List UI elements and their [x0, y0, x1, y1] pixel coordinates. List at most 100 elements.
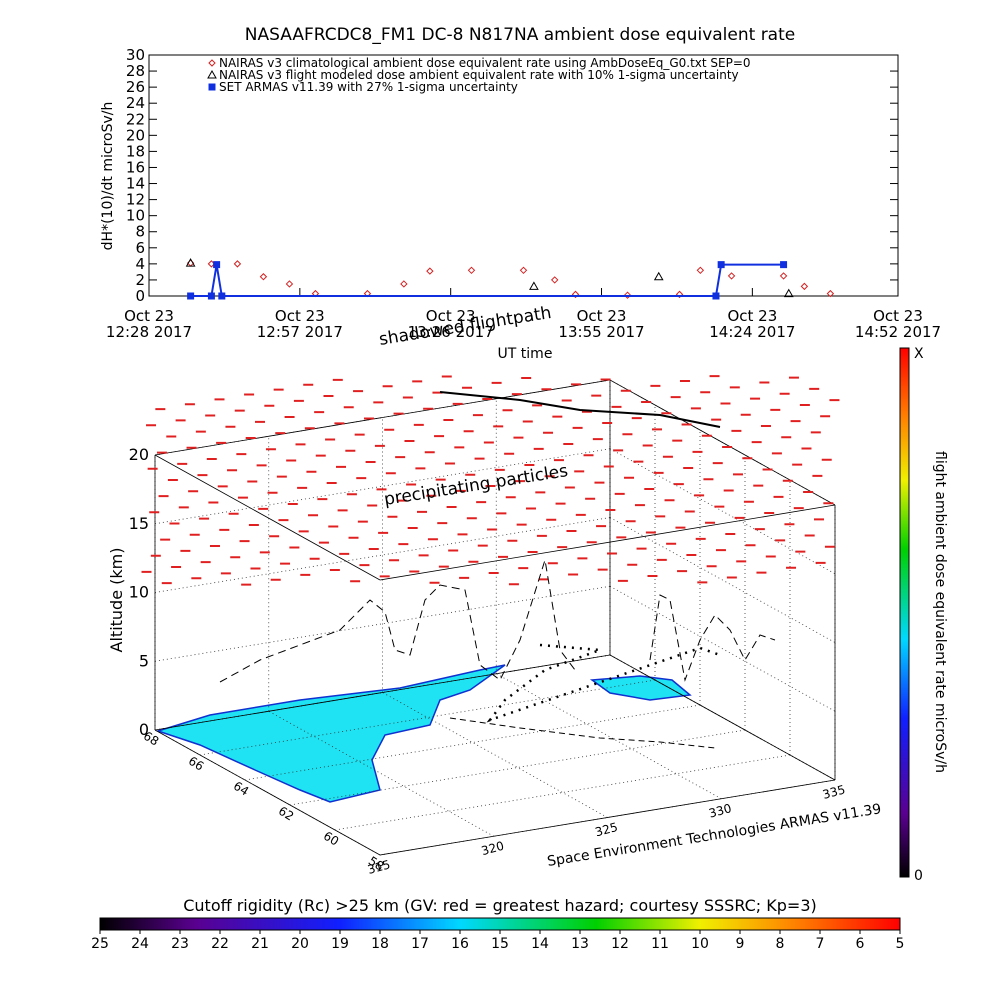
- lat-tick-label: 68: [141, 729, 161, 749]
- data-point: [285, 280, 294, 288]
- z-axis-label: Altitude (km): [107, 548, 126, 653]
- lon-tick-label: 315: [366, 857, 392, 876]
- box-edge: [609, 654, 836, 781]
- x-tick-label: Oct 23 12:28 2017: [105, 307, 193, 341]
- colorbar-min-label: 0: [914, 868, 923, 884]
- x-axis-label: UT time: [498, 346, 553, 362]
- legend-label: SET ARMAS v11.39 with 27% 1-sigma uncert…: [219, 80, 518, 94]
- y-tick-label: 26: [126, 78, 145, 96]
- grid-line: [334, 754, 791, 831]
- plot-3d: 0 5 10 15 20 315 320 325 330 335 58 60 62 64 66 68: [129, 375, 847, 877]
- x-tick-label: Oct 23 13:26 2017: [407, 307, 494, 341]
- grid-line: [268, 710, 494, 837]
- data-point: [218, 292, 226, 300]
- lon-tick-label: 320: [480, 839, 506, 858]
- box-edge: [154, 379, 611, 456]
- data-point: [187, 292, 195, 300]
- annotation: precipitating particles: [383, 461, 570, 510]
- colorbar-tick-label: 16: [451, 936, 469, 952]
- box-edge: [379, 504, 836, 581]
- data-point: [780, 261, 788, 269]
- y-tick-label: 2: [135, 271, 145, 289]
- y-tick-label: 14: [126, 175, 145, 193]
- colorbar-tick-label: 10: [691, 936, 709, 952]
- x-tick-label: Oct 23 12:57 2017: [256, 307, 343, 341]
- grid-line: [154, 585, 611, 662]
- data-point: [675, 290, 684, 299]
- z-tick-label: 5: [139, 651, 149, 670]
- y-axis-label: dH*(10)/dt microSv/h: [100, 102, 116, 251]
- y-tick-label: 18: [126, 142, 145, 160]
- colorbar-tick-label: 6: [856, 936, 865, 952]
- data-point: [233, 260, 242, 268]
- colorbar-tick-label: 18: [371, 936, 389, 952]
- lat-tick-label: 64: [231, 779, 251, 799]
- grid-line: [609, 448, 836, 575]
- data-point: [826, 289, 835, 298]
- colorbar-tick-label: 11: [651, 936, 669, 952]
- legend-label: NAIRAS v3 climatological ambient dose eq…: [219, 56, 751, 70]
- colorbar-tick-label: 24: [131, 936, 149, 952]
- lat-tick-label: 58: [366, 854, 386, 874]
- data-point: [783, 288, 794, 298]
- grid-line: [154, 517, 611, 593]
- colorbar-tick-label: 8: [776, 936, 785, 952]
- data-point: [800, 282, 809, 291]
- lat-tick-label: 66: [186, 754, 206, 774]
- lat-tick-label: 60: [321, 829, 341, 849]
- data-point: [717, 261, 725, 269]
- y-tick-label: 12: [126, 191, 145, 209]
- y-tick-label: 10: [126, 207, 145, 225]
- box-edge: [154, 454, 381, 581]
- grid-line: [609, 517, 836, 643]
- data-point: [529, 281, 539, 290]
- rigidity-colorbar: [99, 917, 901, 931]
- data-point: [185, 258, 196, 267]
- colorbar-title: Cutoff rigidity (Rc) >25 km (GV: red = g…: [183, 896, 817, 915]
- colorbar-tick-label: 21: [251, 936, 269, 952]
- grid-line: [199, 679, 656, 756]
- y-tick-label: 16: [126, 158, 145, 176]
- flight-track: [486, 643, 721, 723]
- x-tick-label: Oct 23 14:52 2017: [854, 307, 942, 341]
- colorbar-tick-label: 22: [211, 936, 229, 952]
- y-tick-label: 4: [135, 255, 145, 273]
- data-point: [208, 59, 216, 67]
- data-point: [259, 273, 268, 281]
- colorbar-tick-label: 20: [291, 936, 309, 952]
- colorbar-title: flight ambient dose equivalent rate micr…: [932, 451, 948, 773]
- y-tick-label: 6: [135, 239, 145, 257]
- colorbar-tick-label: 7: [816, 936, 825, 952]
- x-tick-label: Oct 23 14:24 2017: [709, 307, 796, 341]
- colorbar-tick-label: 17: [411, 936, 429, 952]
- data-point: [467, 266, 476, 275]
- colorbar-max-label: X: [914, 346, 924, 362]
- colorbar-tick-label: 5: [896, 936, 905, 952]
- y-tick-label: 20: [126, 126, 145, 144]
- legend-label: NAIRAS v3 flight modeled dose ambient eq…: [219, 68, 739, 82]
- grid-line: [496, 673, 722, 800]
- grid-line: [609, 585, 836, 712]
- box-edge: [379, 779, 836, 856]
- colorbar-tick-label: 25: [91, 936, 109, 952]
- data-point: [207, 292, 215, 300]
- data-point: [779, 272, 788, 280]
- data-point: [400, 280, 408, 288]
- flight-path-shadow: [439, 391, 721, 428]
- box-edge: [609, 379, 836, 506]
- y-tick-label: 30: [126, 46, 145, 64]
- data-point: [207, 69, 217, 79]
- data-point: [213, 261, 221, 269]
- colorbar-tick-label: 9: [736, 936, 745, 952]
- data-point: [653, 271, 664, 281]
- lon-tick-label: 335: [821, 782, 847, 801]
- y-tick-label: 0: [135, 287, 145, 305]
- colorbar-tick-label: 14: [531, 936, 549, 952]
- x-tick-label: Oct 23 13:55 2017: [558, 307, 645, 341]
- z-tick-label: 20: [129, 445, 149, 464]
- colorbar-tick-label: 12: [611, 936, 629, 952]
- lon-tick-label: 330: [707, 801, 733, 820]
- y-tick-label: 28: [126, 62, 145, 80]
